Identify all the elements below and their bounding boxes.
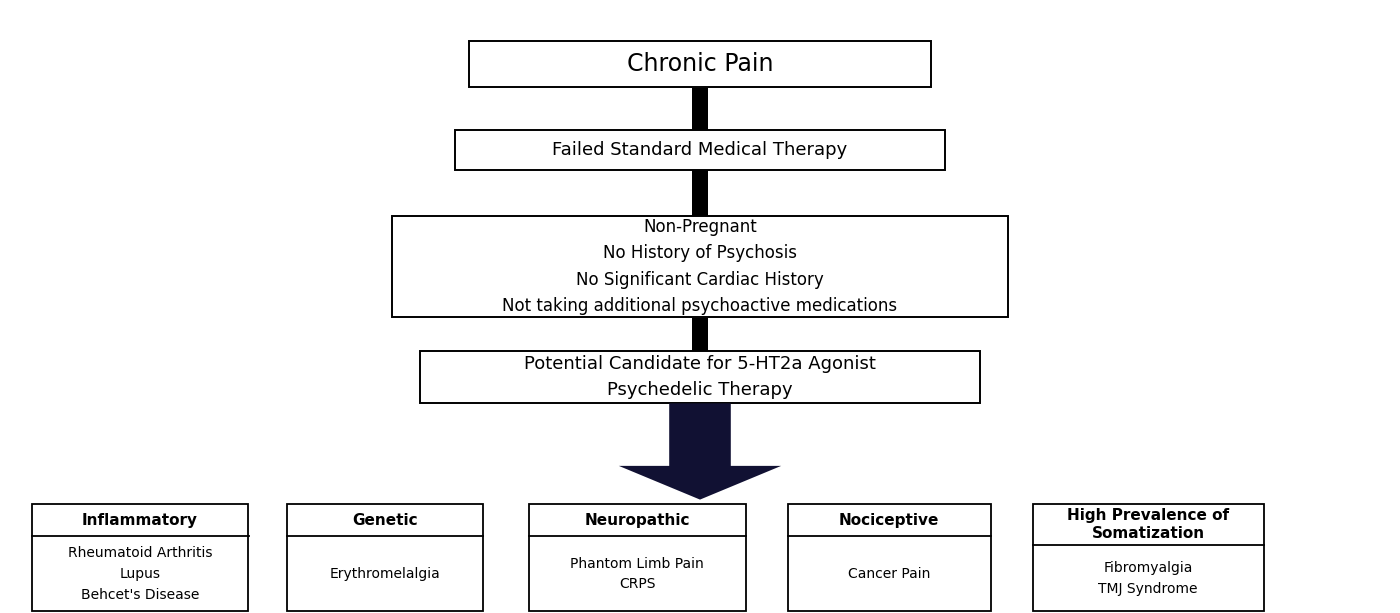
Bar	[469, 41, 931, 87]
Text: Neuropathic: Neuropathic	[584, 513, 690, 528]
Bar	[392, 216, 1008, 318]
Text: Cancer Pain: Cancer Pain	[848, 567, 930, 581]
Bar	[420, 351, 980, 403]
Bar	[529, 504, 745, 612]
Text: Fibromyalgia
TMJ Syndrome: Fibromyalgia TMJ Syndrome	[1098, 561, 1198, 595]
Bar	[692, 88, 708, 130]
Bar	[692, 318, 708, 351]
Text: Inflammatory: Inflammatory	[83, 513, 197, 528]
Bar	[287, 504, 483, 612]
Text: Non-Pregnant
No History of Psychosis
No Significant Cardiac History
Not taking a: Non-Pregnant No History of Psychosis No …	[503, 218, 897, 315]
Text: Erythromelalgia: Erythromelalgia	[329, 567, 441, 581]
Text: Phantom Limb Pain
CRPS: Phantom Limb Pain CRPS	[570, 557, 704, 591]
Text: Genetic: Genetic	[353, 513, 417, 528]
Text: Chronic Pain: Chronic Pain	[627, 52, 773, 77]
Bar	[32, 504, 249, 612]
Bar	[1033, 504, 1263, 612]
Text: High Prevalence of
Somatization: High Prevalence of Somatization	[1067, 508, 1229, 541]
Polygon shape	[619, 403, 781, 500]
Text: Nociceptive: Nociceptive	[839, 513, 939, 528]
Bar	[455, 130, 945, 170]
Bar	[787, 504, 991, 612]
Bar	[692, 170, 708, 216]
Text: Rheumatoid Arthritis
Lupus
Behcet's Disease: Rheumatoid Arthritis Lupus Behcet's Dise…	[67, 546, 213, 601]
Text: Failed Standard Medical Therapy: Failed Standard Medical Therapy	[553, 141, 847, 159]
Text: Potential Candidate for 5-HT2a Agonist
Psychedelic Therapy: Potential Candidate for 5-HT2a Agonist P…	[524, 355, 876, 399]
